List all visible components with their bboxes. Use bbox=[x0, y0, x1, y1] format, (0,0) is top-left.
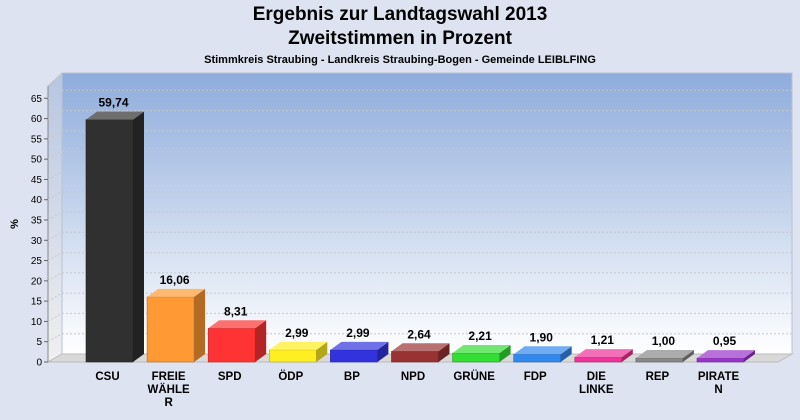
value-label-2: 8,31 bbox=[224, 304, 248, 318]
gridline-side bbox=[47, 89, 63, 99]
bar-3 bbox=[268, 341, 328, 363]
y-tick-label-7: 35 bbox=[31, 216, 43, 227]
y-tick-label-6: 30 bbox=[31, 236, 43, 247]
y-tick-label-11: 55 bbox=[31, 134, 43, 145]
y-tick-label-2: 10 bbox=[31, 317, 43, 328]
y-tick-label-0: 0 bbox=[36, 358, 42, 369]
bar-2 bbox=[207, 320, 267, 363]
value-label-7: 1,90 bbox=[530, 330, 554, 344]
gridline-side bbox=[47, 312, 63, 322]
bar-5 bbox=[391, 343, 450, 363]
plot-side-wall bbox=[47, 71, 63, 363]
gridline-side bbox=[47, 333, 63, 343]
bar-7 bbox=[513, 346, 572, 363]
y-tick-label-1: 5 bbox=[36, 337, 42, 348]
bar-9 bbox=[635, 349, 694, 363]
value-label-4: 2,99 bbox=[346, 326, 370, 340]
bar-4 bbox=[330, 341, 389, 363]
bar-0 bbox=[85, 111, 144, 363]
value-label-1: 16,06 bbox=[160, 273, 190, 287]
gridline-side bbox=[47, 231, 63, 241]
x-tick-label-6: GRÜNE bbox=[453, 370, 495, 383]
x-tick-label-2: SPD bbox=[218, 371, 242, 383]
x-tick-label-0: CSU bbox=[95, 371, 119, 383]
x-axis-labels: CSU FREIE WÄHLE R SPD ÖDP BP NPD GRÜNE FDP DIE LINK… bbox=[95, 370, 739, 409]
value-label-0: 59,74 bbox=[98, 96, 128, 110]
chart-title: Ergebnis zur Landtagswahl 2013 bbox=[252, 4, 548, 25]
x-tick-label-7: FDP bbox=[524, 371, 547, 383]
chart-subtitle: Zweitstimmen in Prozent bbox=[288, 28, 512, 49]
value-label-3: 2,99 bbox=[285, 326, 309, 340]
y-tick-label-4: 20 bbox=[31, 276, 43, 287]
y-tick-label-10: 50 bbox=[31, 155, 43, 166]
gridline-side bbox=[47, 170, 63, 180]
value-labels: 59,74 16,06 8,31 2,99 2,99 2,64 2,21 1,90 1,21 1,… bbox=[98, 96, 736, 349]
value-label-6: 2,21 bbox=[468, 329, 492, 343]
y-tick-label-5: 25 bbox=[31, 256, 43, 267]
gridline-side bbox=[47, 292, 63, 302]
bar-10 bbox=[696, 350, 755, 363]
gridline-side bbox=[47, 191, 63, 201]
chart-region-subtitle: Stimmkreis Straubing - Landkreis Straubi… bbox=[204, 54, 596, 66]
y-tick-label-3: 15 bbox=[31, 297, 43, 308]
x-tick-label-10: PIRATE N bbox=[698, 371, 740, 396]
x-tick-label-4: BP bbox=[344, 371, 360, 383]
y-tick-label-9: 45 bbox=[31, 175, 43, 186]
x-tick-label-3: ÖDP bbox=[278, 370, 303, 383]
gridline-side bbox=[47, 211, 63, 221]
y-tick-label-13: 65 bbox=[31, 94, 43, 105]
bar-8 bbox=[574, 349, 633, 363]
value-label-5: 2,64 bbox=[407, 327, 431, 341]
y-tick-label-8: 40 bbox=[31, 195, 43, 206]
gridline-side bbox=[47, 272, 63, 282]
x-tick-label-5: NPD bbox=[401, 371, 425, 383]
x-tick-label-1: FREIE WÄHLE R bbox=[148, 371, 190, 409]
gridline-side bbox=[47, 150, 63, 160]
x-tick-label-8: DIE LINKE bbox=[579, 371, 614, 396]
y-tick-label-12: 60 bbox=[31, 114, 43, 125]
y-axis-ticks: 0 5 10 15 20 25 30 35 40 45 50 55 60 65 bbox=[31, 94, 48, 369]
bar-1 bbox=[146, 288, 206, 363]
bar-6 bbox=[452, 345, 511, 363]
gridline-side bbox=[47, 110, 63, 120]
gridline-side bbox=[47, 130, 63, 140]
bars bbox=[85, 111, 755, 363]
value-label-10: 0,95 bbox=[713, 334, 737, 348]
y-axis-label: % bbox=[9, 219, 21, 229]
x-tick-label-9: REP bbox=[646, 371, 670, 383]
gridline-side bbox=[47, 252, 63, 262]
value-label-9: 1,00 bbox=[652, 334, 676, 348]
value-label-8: 1,21 bbox=[591, 333, 615, 347]
